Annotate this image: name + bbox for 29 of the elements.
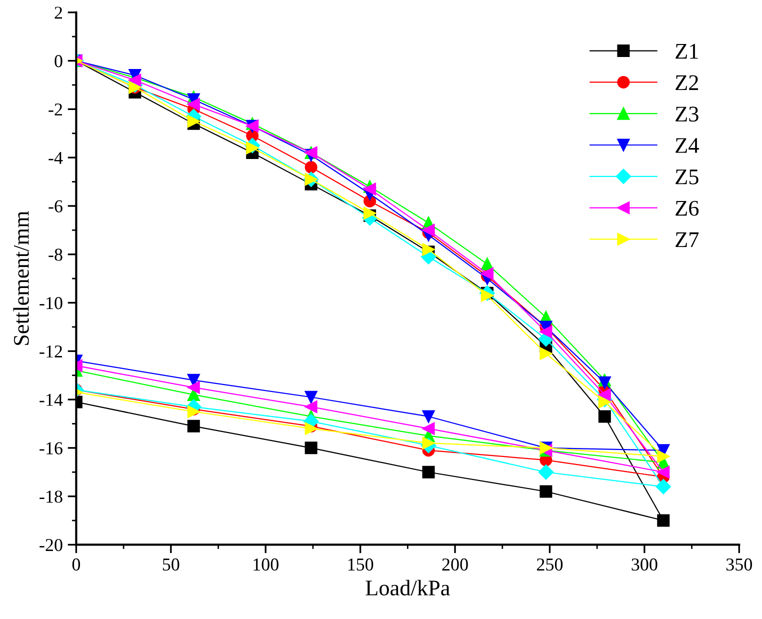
legend-label: Z1 bbox=[676, 44, 698, 59]
y-tick-label: -10 bbox=[40, 297, 62, 310]
y-tick-label: 2 bbox=[54, 6, 62, 19]
legend-label: Z7 bbox=[676, 232, 699, 247]
legend-label: Z4 bbox=[676, 138, 699, 153]
legend-label: Z2 bbox=[676, 75, 698, 90]
x-tick-label: 300 bbox=[632, 558, 658, 571]
x-tick-label: 150 bbox=[348, 558, 374, 571]
y-tick-label: -8 bbox=[48, 248, 62, 261]
x-tick-label: 350 bbox=[726, 558, 752, 571]
y-tick-label: 0 bbox=[54, 55, 62, 68]
y-tick-label: -12 bbox=[40, 345, 62, 358]
legend-label: Z5 bbox=[676, 170, 698, 184]
y-tick-label: -16 bbox=[40, 442, 62, 454]
y-axis-title: Settlement/mm bbox=[13, 211, 29, 345]
x-tick-label: 50 bbox=[162, 558, 180, 571]
x-tick-label: 0 bbox=[72, 558, 80, 571]
legend-label: Z6 bbox=[676, 200, 699, 216]
y-tick-label: -4 bbox=[48, 152, 63, 164]
x-axis-title: Load/kPa bbox=[366, 580, 450, 596]
y-tick-label: -6 bbox=[48, 200, 62, 212]
y-tick-label: -18 bbox=[40, 490, 62, 503]
y-tick-label: -2 bbox=[48, 103, 62, 116]
y-tick-label: -20 bbox=[40, 538, 62, 552]
y-tick-label: -14 bbox=[40, 394, 63, 406]
legend-label: Z3 bbox=[676, 106, 698, 122]
x-tick-label: 250 bbox=[536, 558, 563, 571]
x-tick-label: 100 bbox=[254, 558, 278, 571]
x-tick-label: 200 bbox=[442, 558, 468, 571]
